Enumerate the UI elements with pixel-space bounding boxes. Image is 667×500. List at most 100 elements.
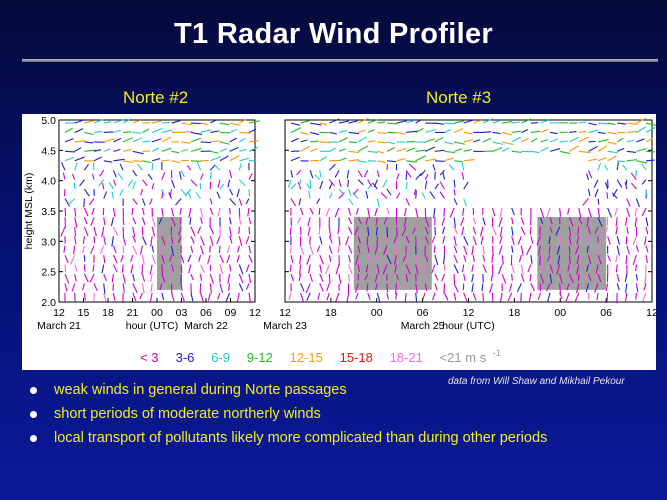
wind-vector [518,255,522,263]
wind-vector [121,264,124,273]
wind-vector [443,207,446,217]
title-rule [22,59,658,62]
wind-vector [300,145,311,152]
wind-vector [568,245,571,255]
wind-vector [210,130,220,134]
wind-vector [309,207,314,215]
wind-vector [595,264,599,274]
wind-vector [386,207,390,215]
x-tick-label: 18 [325,307,337,319]
wind-vector [415,118,423,124]
wind-vector [641,207,647,217]
wind-vector [83,217,88,225]
wind-vector [74,207,77,217]
wind-vector [248,128,257,133]
wind-vector [229,155,240,162]
wind-vector [300,139,308,143]
wind-vector [529,273,532,282]
wind-vector [326,292,330,301]
wind-vector [190,273,194,281]
wind-vector [89,273,95,283]
wind-vector [123,131,132,134]
wind-vector [355,283,359,293]
wind-vector [616,273,620,283]
wind-vector [103,273,107,282]
wind-vector [463,131,473,135]
wind-vector [112,207,116,217]
wind-vector [377,131,387,135]
wind-vector [511,121,520,124]
wind-vector [229,226,232,237]
wind-vector [152,120,162,124]
wind-vector [587,292,590,301]
wind-vector [492,131,501,135]
wind-vector [612,188,618,197]
wind-vector [644,273,647,285]
legend-unit-sup: -1 [493,348,501,358]
wind-vector [501,147,510,152]
wind-vector [103,138,115,143]
wind-vector [112,226,119,236]
wind-vector [559,236,563,247]
wind-vector [348,159,360,162]
wind-vector [93,156,103,162]
wind-vector [309,170,314,179]
wind-vector [556,264,561,275]
wind-vector [636,147,647,152]
wind-vector [376,264,380,274]
wind-vector [170,236,174,244]
wind-vector [463,198,467,207]
wind-vector [326,283,330,292]
wind-vector [348,255,351,263]
wind-vector [83,255,86,262]
wind-vector [607,236,611,245]
wind-vector [597,131,606,135]
wind-vector [357,117,369,124]
wind-vector [348,131,360,135]
wind-vector [245,264,250,273]
wind-vector [607,131,618,135]
wind-vector [501,273,507,284]
wind-vector [348,245,353,254]
wind-vector [549,217,553,225]
wind-vector [229,198,237,206]
wind-vector [516,283,522,293]
wind-vector [557,255,561,265]
wind-vector [147,173,153,180]
wind-vector [64,138,74,143]
wind-vector [367,140,376,143]
wind-vector [132,137,143,143]
wind-vector [217,179,221,188]
wind-vector [415,264,419,275]
wind-vector [151,127,163,133]
x-tick-label: 03 [176,307,188,319]
wind-vector [444,141,454,145]
wind-vector [120,254,124,262]
wind-vector [366,283,369,292]
wind-vector [568,217,574,227]
wind-vector [236,254,240,263]
wind-vector [354,226,359,236]
wind-vector [528,292,532,303]
wind-vector [64,150,75,153]
wind-vector [338,236,341,246]
wind-vector [626,139,634,143]
wind-vector [380,192,388,199]
wind-vector [406,130,418,134]
wind-vector [356,207,359,215]
wind-vector [151,138,162,143]
wind-vector [577,226,580,236]
wind-vector [149,264,153,275]
wind-vector [98,179,105,187]
wind-vector [239,119,246,124]
wind-vector [180,264,183,274]
wind-vector [180,283,183,291]
wind-vector [346,170,350,179]
wind-vector [367,226,370,237]
wind-vector [492,147,503,152]
wind-vector [83,264,86,272]
wind-vector [396,173,400,180]
wind-vector [345,236,350,246]
wind-vector [84,141,94,144]
wind-vector [367,254,371,262]
